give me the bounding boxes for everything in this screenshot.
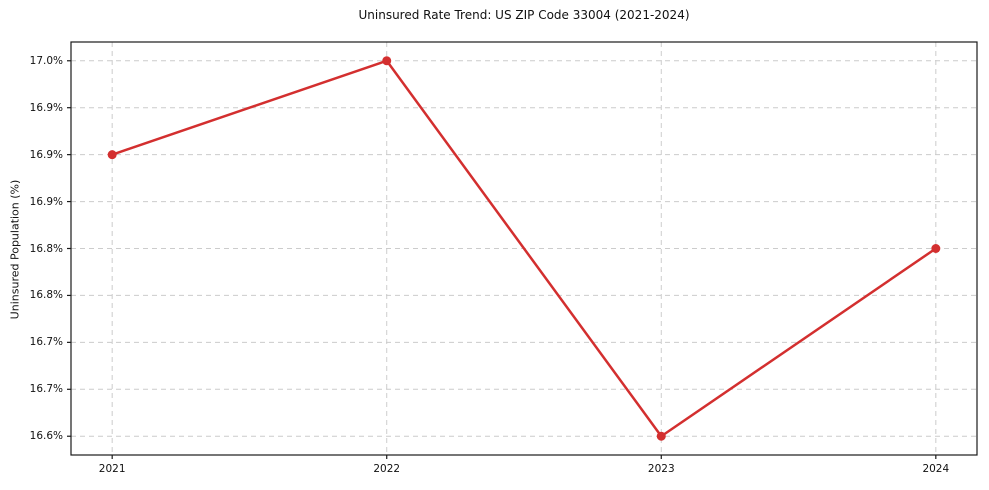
x-tick-label: 2021 <box>98 463 126 475</box>
y-tick-label: 16.7% <box>29 383 63 396</box>
chart-title: Uninsured Rate Trend: US ZIP Code 33004 … <box>358 8 690 22</box>
y-tick-label: 16.8% <box>29 289 63 302</box>
x-tick-label: 2023 <box>647 463 675 475</box>
data-point-marker <box>107 150 117 160</box>
data-point-marker <box>382 56 392 66</box>
y-tick-label: 16.7% <box>29 336 63 349</box>
x-tick-label: 2024 <box>922 463 950 475</box>
y-tick-label: 16.9% <box>29 148 63 161</box>
y-tick-label: 16.9% <box>29 195 63 208</box>
x-tick-label: 2022 <box>373 463 401 475</box>
trend-line <box>110 59 938 438</box>
y-tick-label: 17.0% <box>29 54 63 67</box>
data-point-marker <box>656 431 666 441</box>
y-tick-label: 16.8% <box>29 242 63 255</box>
y-tick-label: 16.6% <box>29 430 63 443</box>
y-tick-label: 16.9% <box>29 101 63 114</box>
data-point-marker <box>931 244 941 253</box>
